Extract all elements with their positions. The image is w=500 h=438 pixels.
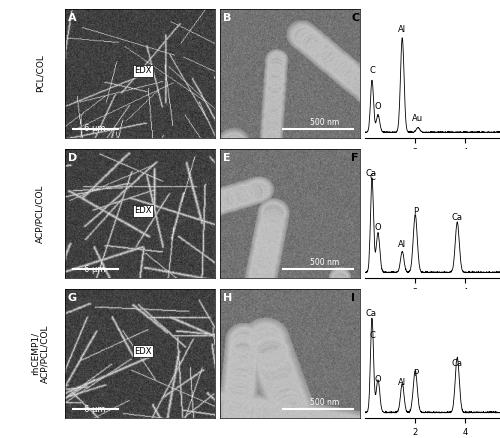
Text: Ca: Ca: [366, 169, 376, 178]
Text: C: C: [369, 173, 375, 183]
Text: rhCEMP1/
ACP/PCL/COL: rhCEMP1/ ACP/PCL/COL: [30, 325, 50, 383]
Text: 500 nm: 500 nm: [310, 118, 339, 127]
Text: Ca: Ca: [452, 213, 463, 222]
Text: EDX: EDX: [134, 206, 152, 215]
Text: C: C: [369, 331, 375, 340]
Text: H: H: [223, 293, 232, 303]
X-axis label: keV: keV: [444, 298, 460, 307]
Text: O: O: [374, 223, 382, 232]
Text: Ca: Ca: [452, 359, 463, 368]
Text: 500 nm: 500 nm: [310, 258, 339, 267]
Text: E: E: [223, 153, 230, 163]
Text: P: P: [412, 369, 418, 378]
Text: I: I: [351, 293, 355, 303]
X-axis label: keV: keV: [444, 158, 460, 167]
Text: F: F: [351, 153, 358, 163]
Text: O: O: [374, 102, 382, 110]
Text: C: C: [351, 13, 359, 23]
Text: EDX: EDX: [134, 346, 152, 356]
Text: Al: Al: [398, 378, 406, 387]
Text: B: B: [223, 13, 231, 23]
Text: G: G: [68, 293, 77, 303]
Text: EDX: EDX: [134, 66, 152, 75]
Text: Al: Al: [398, 240, 406, 249]
Text: P: P: [412, 207, 418, 215]
Text: C: C: [369, 67, 375, 75]
Text: D: D: [68, 153, 77, 163]
Text: Ca: Ca: [366, 309, 376, 318]
Text: O: O: [374, 375, 382, 384]
Text: 6 μm: 6 μm: [84, 405, 106, 414]
Text: 500 nm: 500 nm: [310, 398, 339, 407]
Text: Al: Al: [398, 25, 406, 34]
Text: PCL/COL: PCL/COL: [36, 54, 44, 92]
Text: 6 μm: 6 μm: [84, 265, 106, 274]
Text: ACP/PCL/COL: ACP/PCL/COL: [36, 184, 44, 243]
Text: Au: Au: [412, 114, 424, 123]
Text: A: A: [68, 13, 76, 23]
Text: 6 μm: 6 μm: [84, 124, 106, 134]
